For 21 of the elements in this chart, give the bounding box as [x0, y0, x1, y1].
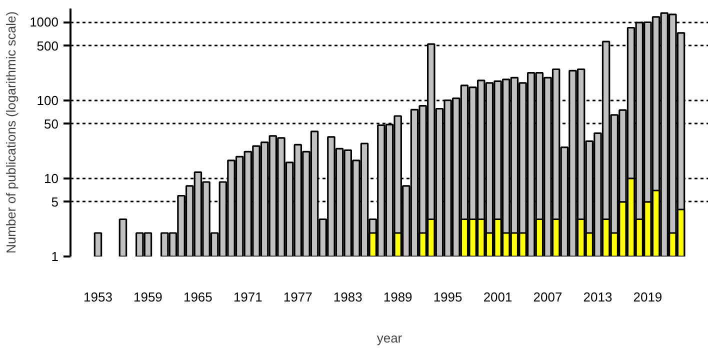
x-tick-label: 1965 — [183, 290, 212, 304]
y-tick-label: 1000 — [30, 14, 58, 30]
x-axis-title: year — [376, 330, 403, 346]
x-tick-label: 1989 — [383, 290, 412, 304]
x-tick-label: 1995 — [433, 290, 462, 304]
y-tick-label: 500 — [36, 38, 59, 54]
x-tick-label: 1959 — [134, 290, 162, 304]
x-tick-label: 2001 — [483, 290, 512, 304]
y-tick-label: 100 — [36, 92, 59, 108]
x-tick-label: 1971 — [233, 290, 262, 304]
x-tick-label: 2013 — [583, 290, 612, 304]
y-tick-label: 5 — [51, 194, 59, 210]
x-tick-label: 1953 — [84, 290, 112, 304]
y-tick-label: 50 — [44, 116, 59, 132]
y-tick-label: 1 — [51, 249, 59, 264]
x-tick-label: 2007 — [533, 290, 562, 304]
y-tick-label: 10 — [44, 170, 59, 186]
y-axis-title: Number of publications (logarithmic scale) — [4, 11, 19, 254]
x-tick-label: 1977 — [283, 290, 312, 304]
x-tick-label: 1983 — [333, 290, 362, 304]
x-tick-label: 2019 — [633, 290, 662, 304]
